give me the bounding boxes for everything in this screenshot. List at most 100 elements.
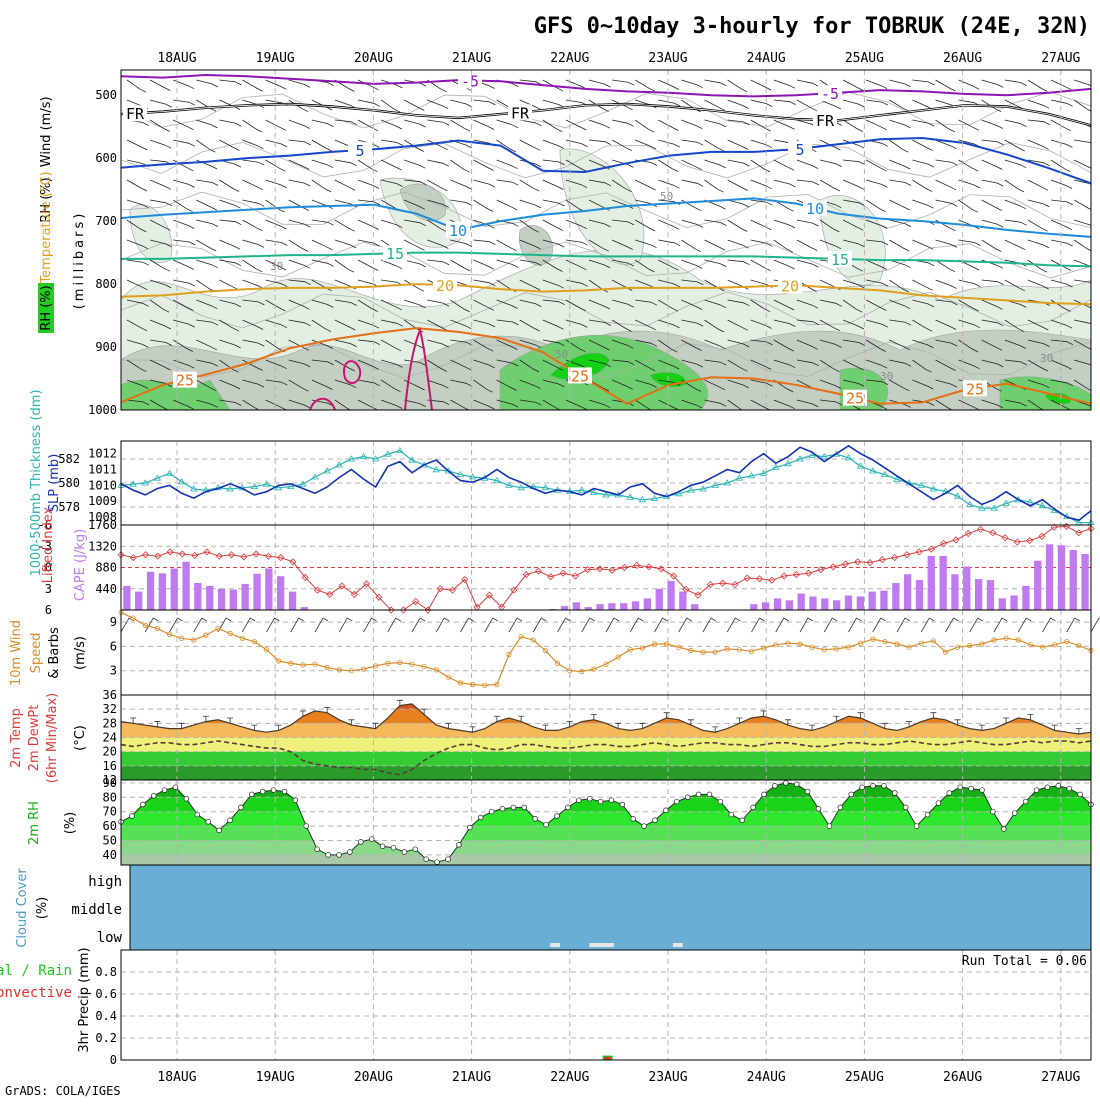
- top-x-tick-label: 24AUG: [747, 51, 786, 66]
- wind-barb: [658, 239, 681, 247]
- thickness-point: [129, 480, 137, 487]
- rh-point: [674, 798, 680, 805]
- wind-barb: [1004, 399, 1027, 407]
- cape-bar: [1010, 595, 1018, 610]
- rh-point: [554, 813, 560, 819]
- lifted-index-point: [731, 580, 739, 589]
- wind-barb: [658, 299, 679, 312]
- wind-barb: [889, 259, 911, 269]
- wind10-barb: [1017, 617, 1032, 633]
- wind-barb: [866, 279, 889, 287]
- isotherm-label: 25: [846, 390, 864, 408]
- wind-barb: [126, 279, 148, 291]
- wind-barb: [658, 319, 680, 329]
- rh-point: [641, 823, 647, 829]
- thickness-point: [929, 485, 938, 492]
- wind-barb: [565, 219, 587, 230]
- rh-point: [902, 804, 909, 811]
- temp-minmax-bar: [760, 710, 767, 717]
- wind10-barb: [1066, 617, 1080, 633]
- lifted-index-point: [154, 552, 162, 560]
- temp-minmax-bar: [469, 726, 476, 733]
- wind-barb: [265, 319, 288, 329]
- wind-barb: [173, 299, 194, 311]
- cape-bar: [277, 576, 285, 610]
- wind10-speed-point: [591, 666, 597, 672]
- wind-barb: [773, 199, 794, 212]
- wind-barb: [773, 259, 795, 270]
- wind10-barb: [751, 617, 765, 633]
- rh-band: [121, 826, 1091, 841]
- wind-barb: [542, 239, 565, 248]
- wind-barb: [496, 339, 518, 350]
- rh-point: [815, 806, 822, 812]
- y-tick-label: 440: [95, 582, 117, 596]
- lifted-index-point: [510, 586, 518, 594]
- cape-bar: [904, 574, 912, 610]
- wind-barb: [658, 179, 680, 189]
- thickness-point: [165, 469, 174, 476]
- wind10-speed-point: [688, 647, 694, 654]
- wind10-barb: [775, 617, 789, 633]
- wind-barb: [265, 239, 288, 246]
- wind10-barb: [484, 617, 498, 633]
- wind-barb: [658, 399, 679, 410]
- cloud-low-label: low: [97, 930, 123, 946]
- wind-barb: [843, 339, 866, 346]
- top-x-tick-label: 20AUG: [354, 51, 393, 66]
- wind-barb: [635, 219, 656, 232]
- wind-barb: [473, 319, 496, 328]
- wind-barb: [1027, 279, 1049, 290]
- cape-bar: [608, 603, 616, 610]
- temp-minmax-bar: [954, 719, 961, 726]
- wind10-speed-point: [967, 642, 973, 649]
- rh-point: [848, 791, 854, 798]
- cape-bar: [998, 598, 1006, 610]
- wind10-speed-point: [845, 644, 852, 650]
- wind-barb: [1004, 319, 1025, 333]
- wind-barb: [842, 299, 863, 313]
- wind-barb: [1027, 219, 1048, 232]
- wind-barb: [1027, 379, 1050, 389]
- cape-bar: [880, 590, 888, 610]
- wind-barb: [265, 359, 287, 370]
- wind-barb: [496, 379, 517, 391]
- wind-barb: [658, 99, 681, 107]
- wind-barb: [265, 219, 287, 230]
- wind10-speed-point: [142, 622, 148, 629]
- wind-barb: [588, 139, 612, 146]
- rh-point: [161, 787, 168, 793]
- wind-barb: [635, 139, 657, 150]
- wind-barb: [334, 219, 355, 232]
- lifted-index-point: [608, 566, 616, 574]
- wind-barb: [866, 319, 888, 328]
- wind-barb: [588, 119, 611, 129]
- rh-point: [227, 817, 233, 824]
- rh-point: [793, 781, 800, 788]
- lifted-index-point: [952, 536, 960, 544]
- rh-shading: -5 -5 FR FR FR 5 5 10 10 15 15 20 20 25 25 25 25 30 50 50 30…: [121, 72, 1091, 410]
- wind-barb: [173, 99, 196, 106]
- wind-barb: [981, 99, 1002, 113]
- lifted-index-point: [620, 563, 628, 572]
- thickness-point: [820, 452, 828, 459]
- wind-barb: [334, 239, 357, 249]
- isotherm-label: -5: [821, 85, 839, 103]
- wind-barb: [450, 319, 472, 330]
- wind10-barb: [945, 617, 959, 633]
- wind-barb: [219, 359, 239, 373]
- wind-barb: [496, 179, 519, 186]
- temp-minmax-bar: [930, 712, 937, 719]
- thickness-point: [1038, 502, 1047, 509]
- wind10-speed-point: [760, 645, 767, 651]
- rh-point: [1066, 785, 1072, 792]
- lifted-index-point: [768, 576, 776, 584]
- wind10-speed-line: [120, 611, 1092, 686]
- wind-barb: [634, 399, 653, 410]
- wind-barb: [427, 379, 449, 389]
- rh-point: [216, 827, 222, 834]
- wind10-speed-point: [239, 635, 245, 641]
- wind10-speed-point: [179, 635, 185, 641]
- wind-barb: [866, 99, 889, 106]
